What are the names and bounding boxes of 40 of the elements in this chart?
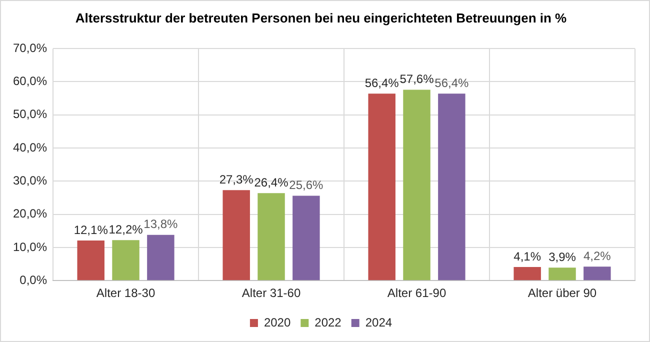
legend-label: 2020 <box>264 315 291 330</box>
data-label: 13,8% <box>144 217 178 232</box>
y-tick-label: 60,0% <box>12 74 48 88</box>
bar <box>548 268 576 280</box>
data-label: 4,2% <box>583 248 612 263</box>
bar <box>147 234 174 280</box>
y-tick-label: 50,0% <box>12 107 48 122</box>
x-tick-label: Alter 31-60 <box>242 286 301 300</box>
y-tick-label: 0,0% <box>20 272 48 287</box>
data-label: 3,9% <box>548 250 576 264</box>
data-label: 12,1% <box>74 222 108 237</box>
bar <box>368 94 396 280</box>
bar <box>112 240 140 280</box>
data-label: 56,4% <box>364 76 400 90</box>
bar <box>77 240 104 280</box>
bar <box>584 266 611 280</box>
chart-title: Altersstruktur der betreuten Personen bei neu eingerichteten Betreuungen in % <box>75 10 568 26</box>
data-label: 4,1% <box>514 249 542 264</box>
data-label: 27,3% <box>219 172 254 186</box>
data-label: 57,6% <box>400 72 434 86</box>
y-tick-label: 70,0% <box>12 40 48 55</box>
y-tick-label: 40,0% <box>12 140 48 154</box>
data-label: 12,2% <box>108 222 144 236</box>
bar <box>258 193 285 280</box>
y-tick-label: 30,0% <box>12 173 48 188</box>
legend-label: 2024 <box>365 315 392 330</box>
bar <box>292 196 320 280</box>
bar <box>403 90 430 280</box>
bar <box>438 94 466 280</box>
data-label: 25,6% <box>289 178 324 192</box>
x-tick-label: Alter 61-90 <box>387 286 446 300</box>
bar <box>222 190 250 280</box>
x-tick-label: Alter über 90 <box>528 286 597 300</box>
bar <box>514 267 541 280</box>
x-tick-label: Alter 18-30 <box>96 286 156 300</box>
data-label: 26,4% <box>254 175 289 190</box>
legend-label: 2022 <box>314 315 342 330</box>
y-tick-label: 10,0% <box>12 240 48 254</box>
y-tick-label: 20,0% <box>12 206 48 221</box>
data-label: 56,4% <box>434 76 470 90</box>
